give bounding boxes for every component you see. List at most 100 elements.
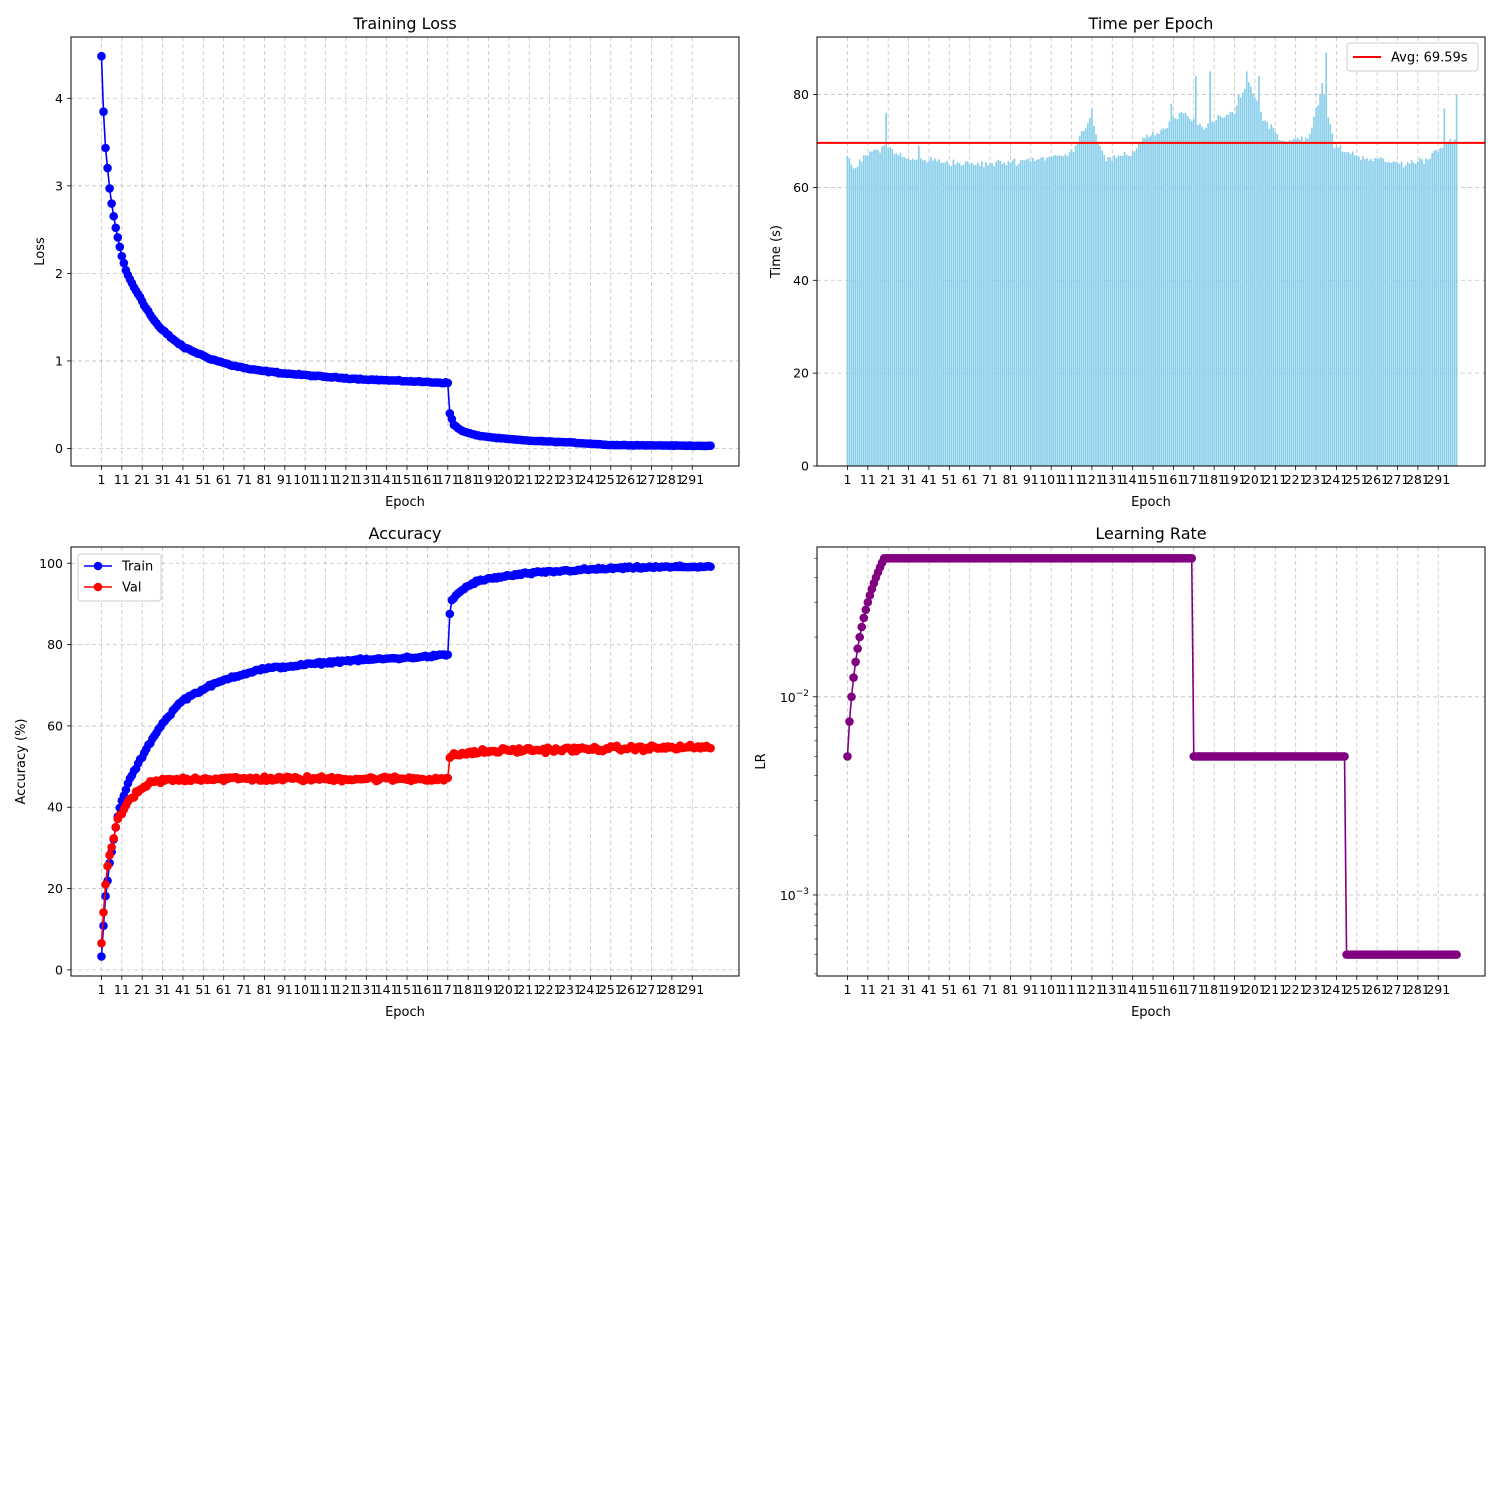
time-chart-bar: [954, 164, 957, 466]
time-chart-bar: [848, 158, 851, 466]
lr-chart-data-point: [863, 597, 873, 607]
acc-chart-x-tick-label: 111: [314, 982, 338, 997]
time-chart-bar: [972, 164, 975, 466]
lr-chart-x-tick-label: 121: [1080, 982, 1104, 997]
time-chart-bar: [1042, 157, 1044, 466]
acc-chart-x-tick-label: 31: [155, 982, 171, 997]
time-chart-bar: [893, 154, 896, 466]
acc-chart-x-tick-label: 141: [375, 982, 399, 997]
time-chart-bar: [1052, 156, 1055, 466]
time-chart-bar: [1368, 160, 1370, 466]
acc-chart-legend-label: Val: [122, 581, 141, 596]
loss-chart-y-tick-label: 1: [55, 353, 63, 368]
acc-chart-x-tick-label: 121: [334, 982, 358, 997]
time-chart-bar: [1355, 155, 1358, 466]
time-chart-bar: [873, 149, 875, 466]
loss-chart-x-tick-label: 1: [97, 472, 105, 487]
time-chart-bar: [903, 157, 906, 466]
time-chart-bar: [1398, 163, 1401, 466]
acc-chart-x-tick-label: 161: [415, 982, 439, 997]
time-chart-bar: [1201, 126, 1203, 466]
loss-chart-y-tick-label: 4: [55, 91, 63, 106]
time-chart-bar: [1317, 105, 1319, 466]
time-chart-bar: [924, 160, 926, 466]
time-chart-bar: [1011, 160, 1014, 466]
time-chart-bar: [1180, 111, 1183, 466]
acc-chart-x-tick-label: 251: [599, 982, 623, 997]
time-chart-bar: [1406, 162, 1409, 466]
time-chart-bar: [1211, 121, 1213, 466]
lr-chart-x-tick-label: 161: [1161, 982, 1185, 997]
time-chart-bar: [1091, 108, 1093, 466]
time-chart-x-tick-label: 21: [880, 472, 896, 487]
loss-chart-data-layer: [97, 51, 715, 451]
time-chart-bar: [1142, 137, 1144, 466]
loss-chart-x-tick-label: 121: [334, 472, 358, 487]
lr-chart-data-point: [1452, 950, 1461, 959]
lr-chart-data-layer: [843, 553, 1461, 959]
time-chart-bar: [932, 160, 934, 466]
time-chart-bar: [1233, 113, 1236, 466]
loss-chart-x-tick-label: 201: [497, 472, 521, 487]
lr-chart-x-tick-label: 61: [962, 982, 978, 997]
time-chart-bar: [1386, 162, 1389, 466]
acc-chart-x-tick-label: 61: [216, 982, 232, 997]
time-chart-bar: [1150, 135, 1152, 466]
time-chart-bar: [1423, 163, 1425, 466]
time-chart-bar: [1309, 133, 1311, 466]
time-chart-x-tick-label: 291: [1426, 472, 1450, 487]
lr-chart-data-point: [845, 717, 854, 726]
time-chart-bar: [1158, 134, 1160, 466]
time-chart-bar: [1433, 150, 1435, 466]
time-chart-bar: [1123, 151, 1126, 466]
time-chart-bar: [1127, 155, 1130, 466]
acc-chart-y-tick-label: 100: [39, 556, 63, 571]
time-chart-bar: [891, 148, 894, 466]
acc-chart-x-tick-label: 171: [436, 982, 460, 997]
time-chart-bar: [1182, 113, 1185, 466]
time-chart-bar: [993, 166, 995, 466]
acc-chart-x-tick-label: 281: [660, 982, 684, 997]
time-chart-bar: [1113, 154, 1116, 466]
time-chart-bar: [1160, 129, 1162, 466]
time-chart-bar: [1323, 94, 1325, 466]
time-chart-bar: [1339, 145, 1342, 466]
time-chart-bar: [1256, 100, 1258, 466]
acc-chart-x-tick-label: 231: [558, 982, 582, 997]
time-chart-bar: [1343, 152, 1346, 466]
loss-chart-x-tick-label: 261: [619, 472, 643, 487]
time-chart-bar: [1337, 147, 1340, 466]
time-chart-bar: [897, 155, 900, 466]
time-chart-bar: [999, 160, 1002, 466]
time-chart-bar: [1231, 111, 1234, 466]
time-chart-bar: [1034, 160, 1036, 466]
time-chart-bar: [1117, 155, 1120, 466]
time-chart-bar: [1341, 151, 1344, 466]
time-chart-bar: [917, 145, 920, 466]
loss-chart-x-tick-label: 291: [680, 472, 704, 487]
acc-chart-x-tick-label: 131: [354, 982, 378, 997]
time-chart-bar: [1215, 120, 1218, 466]
time-chart-bar: [960, 165, 963, 466]
time-chart-bar: [1335, 145, 1338, 466]
time-chart-bar: [1003, 162, 1006, 466]
time-chart-x-tick-label: 121: [1080, 472, 1104, 487]
time-chart-bar: [995, 161, 997, 466]
time-chart-bar: [1296, 137, 1299, 466]
lr-chart-x-tick-label: 291: [1426, 982, 1450, 997]
time-chart-bar: [1046, 157, 1048, 466]
acc-chart-y-tick-label: 60: [47, 718, 63, 733]
time-chart-bar: [1349, 153, 1352, 466]
time-chart-bar: [871, 151, 873, 466]
lr-chart-y-tick-label: 10−2: [780, 689, 809, 705]
time-chart-bar: [1392, 161, 1395, 466]
time-chart-x-tick-label: 51: [941, 472, 957, 487]
time-chart-bar: [1235, 105, 1238, 466]
time-chart-bar: [1078, 136, 1081, 466]
loss-chart-x-tick-label: 251: [599, 472, 623, 487]
lr-chart-x-tick-label: 281: [1406, 982, 1430, 997]
time-chart-bar: [1074, 145, 1077, 466]
lr-chart-plot-area: [817, 547, 1485, 976]
time-chart-x-tick-label: 41: [921, 472, 937, 487]
time-chart-bar: [1192, 118, 1195, 466]
